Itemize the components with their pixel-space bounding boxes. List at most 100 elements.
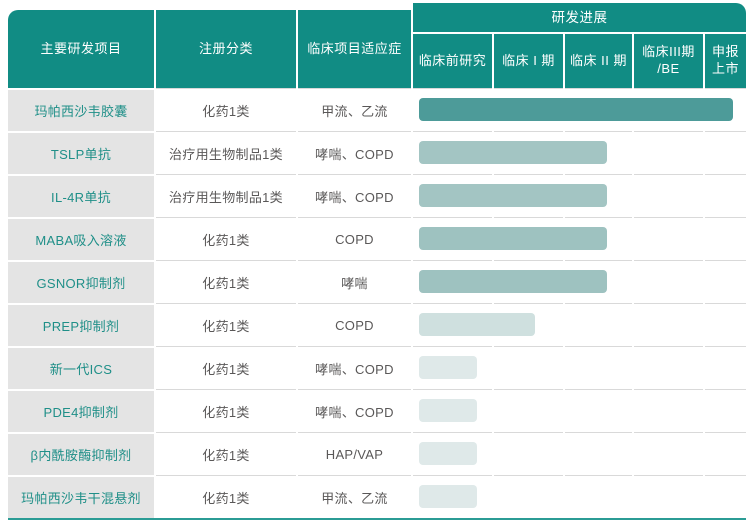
stage-grid-cell <box>565 217 632 260</box>
progress-track <box>413 432 746 475</box>
stage-grid-cell <box>494 432 563 475</box>
project-name-cell: PREP抑制剂 <box>8 303 154 346</box>
stage-grid-cell <box>494 131 563 174</box>
indication-cell: 哮喘、COPD <box>298 131 411 174</box>
project-name-cell: PDE4抑制剂 <box>8 389 154 432</box>
stage-grid-cell <box>413 475 492 518</box>
progress-track <box>413 88 746 131</box>
pipeline-row: 新一代ICS 化药1类 哮喘、COPD <box>8 346 746 389</box>
stage-grid-cell <box>494 217 563 260</box>
pipeline-row: IL-4R单抗 治疗用生物制品1类 哮喘、COPD <box>8 174 746 217</box>
pipeline-row: PREP抑制剂 化药1类 COPD <box>8 303 746 346</box>
stage-grid-cell <box>494 389 563 432</box>
stage-grid-cell <box>565 432 632 475</box>
stage-grid-cell <box>413 88 492 131</box>
stage-grid-cell <box>565 88 632 131</box>
project-name-cell: 玛帕西沙韦干混悬剂 <box>8 475 154 518</box>
stage-grid-cell <box>413 432 492 475</box>
stage-grid-cell <box>413 174 492 217</box>
stage-grid-cell <box>413 346 492 389</box>
stage-grid-cell <box>705 174 746 217</box>
registration-category-cell: 化药1类 <box>156 260 296 303</box>
pipeline-row: 玛帕西沙韦胶囊 化药1类 甲流、乙流 <box>8 88 746 131</box>
progress-bar <box>419 141 607 164</box>
col-header-indication: 临床项目适应症 <box>298 10 411 88</box>
progress-bar <box>419 98 733 121</box>
stage-grid-cell <box>634 174 703 217</box>
stage-grid-cell <box>634 303 703 346</box>
stage-grid-cell <box>494 174 563 217</box>
stage-header-phase2: 临床 II 期 <box>565 34 632 88</box>
col-header-progress-group: 研发进展 <box>413 3 746 32</box>
stage-grid-cell <box>494 303 563 346</box>
registration-category-cell: 治疗用生物制品1类 <box>156 174 296 217</box>
registration-category-cell: 化药1类 <box>156 475 296 518</box>
stage-grid-cell <box>705 217 746 260</box>
stage-grid-cell <box>494 88 563 131</box>
stage-grid-cell <box>413 303 492 346</box>
progress-track <box>413 260 746 303</box>
stage-grid-cell <box>634 346 703 389</box>
stage-grid-cell <box>705 303 746 346</box>
stage-grid-cell <box>634 88 703 131</box>
indication-cell: 甲流、乙流 <box>298 475 411 518</box>
stage-grid-cell <box>705 260 746 303</box>
pipeline-row: 玛帕西沙韦干混悬剂 化药1类 甲流、乙流 <box>8 475 746 518</box>
indication-cell: 哮喘、COPD <box>298 174 411 217</box>
registration-category-cell: 治疗用生物制品1类 <box>156 131 296 174</box>
stage-grid-cell <box>413 217 492 260</box>
progress-track <box>413 389 746 432</box>
stage-grid-cell <box>634 432 703 475</box>
progress-track <box>413 174 746 217</box>
col-header-category: 注册分类 <box>156 10 296 88</box>
stage-grid-cell <box>565 346 632 389</box>
indication-cell: 哮喘 <box>298 260 411 303</box>
stage-grid-cell <box>413 131 492 174</box>
progress-track <box>413 346 746 389</box>
stage-grid-cell <box>705 88 746 131</box>
stage-grid-cell <box>634 217 703 260</box>
indication-cell: 哮喘、COPD <box>298 389 411 432</box>
progress-bar <box>419 442 477 465</box>
registration-category-cell: 化药1类 <box>156 389 296 432</box>
stage-grid-cell <box>634 131 703 174</box>
stage-grid-cell <box>705 432 746 475</box>
indication-cell: COPD <box>298 303 411 346</box>
project-name-cell: GSNOR抑制剂 <box>8 260 154 303</box>
stage-grid-cell <box>565 260 632 303</box>
indication-cell: HAP/VAP <box>298 432 411 475</box>
project-name-cell: 玛帕西沙韦胶囊 <box>8 88 154 131</box>
progress-bar <box>419 270 607 293</box>
pipeline-row: MABA吸入溶液 化药1类 COPD <box>8 217 746 260</box>
pipeline-row: PDE4抑制剂 化药1类 哮喘、COPD <box>8 389 746 432</box>
progress-bar <box>419 399 477 422</box>
progress-track <box>413 303 746 346</box>
indication-cell: 哮喘、COPD <box>298 346 411 389</box>
progress-track <box>413 131 746 174</box>
registration-category-cell: 化药1类 <box>156 217 296 260</box>
pipeline-row: β内酰胺酶抑制剂 化药1类 HAP/VAP <box>8 432 746 475</box>
progress-bar <box>419 227 607 250</box>
stage-grid-cell <box>705 346 746 389</box>
progress-bar <box>419 356 477 379</box>
project-name-cell: β内酰胺酶抑制剂 <box>8 432 154 475</box>
stage-header-phase1: 临床 I 期 <box>494 34 563 88</box>
project-name-cell: 新一代ICS <box>8 346 154 389</box>
progress-bar <box>419 184 607 207</box>
progress-track <box>413 475 746 518</box>
stage-grid-cell <box>705 389 746 432</box>
indication-cell: 甲流、乙流 <box>298 88 411 131</box>
stage-header-phase3-be: 临床III期 /BE <box>634 34 703 88</box>
registration-category-cell: 化药1类 <box>156 432 296 475</box>
progress-bar <box>419 313 535 336</box>
registration-category-cell: 化药1类 <box>156 88 296 131</box>
project-name-cell: MABA吸入溶液 <box>8 217 154 260</box>
project-name-cell: TSLP单抗 <box>8 131 154 174</box>
stage-grid-cell <box>413 389 492 432</box>
table-bottom-rule <box>8 518 746 520</box>
registration-category-cell: 化药1类 <box>156 346 296 389</box>
project-name-cell: IL-4R单抗 <box>8 174 154 217</box>
pipeline-row: TSLP单抗 治疗用生物制品1类 哮喘、COPD <box>8 131 746 174</box>
stage-grid-cell <box>705 475 746 518</box>
stage-grid-cell <box>494 260 563 303</box>
